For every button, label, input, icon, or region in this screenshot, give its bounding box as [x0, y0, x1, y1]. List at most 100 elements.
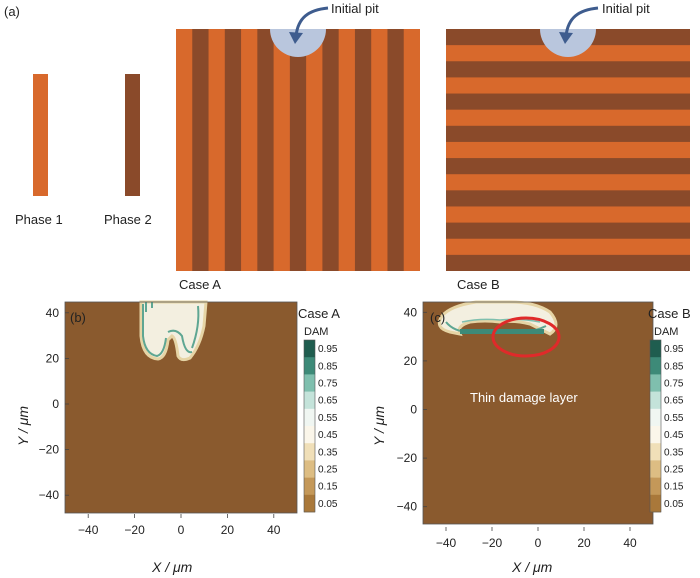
colorbar-tick-label: 0.15	[318, 482, 338, 493]
panel-b-chart: (b) Case A DAM 0.95 0.85 0.75 0.65 0.55 0.45 0…	[15, 300, 340, 575]
panel-c-annotation: Thin damage layer	[470, 390, 578, 405]
colorbar-cell	[650, 374, 661, 392]
colorbar-cell	[304, 494, 315, 513]
colorbar-tick-label: 0.15	[664, 482, 684, 493]
y-tick-label: −40	[39, 488, 60, 502]
panel-c-xlabel: X / μm	[511, 559, 553, 575]
panel-c-damage	[428, 300, 558, 339]
initial-pit-b	[540, 29, 596, 57]
colorbar-cell	[304, 391, 315, 410]
stripe-horizontal	[446, 238, 690, 256]
colorbar-cell	[650, 408, 661, 427]
y-tick-label: −40	[397, 500, 418, 514]
stripe-vertical	[322, 29, 340, 271]
y-tick-label: 0	[410, 403, 417, 417]
panel-c-chart: Thin damage layer (c) Case B DAM 0.95 0.8…	[371, 300, 691, 575]
x-tick-label: −40	[78, 523, 99, 537]
stripe-horizontal	[446, 206, 690, 224]
panel-b-case-label: Case A	[298, 306, 340, 321]
colorbar-cell	[304, 408, 315, 427]
phase2-label: Phase 2	[104, 212, 152, 227]
colorbar-cell	[650, 340, 661, 358]
y-tick-label: 40	[404, 305, 418, 319]
stripe-vertical	[257, 29, 275, 271]
y-tick-label: 20	[46, 351, 60, 365]
x-tick-label: −20	[482, 536, 503, 550]
colorbar-tick-label: 0.45	[664, 430, 684, 441]
panel-c-letter: (c)	[430, 310, 445, 325]
colorbar-tick-label: 0.65	[318, 396, 338, 407]
phase2-swatch	[125, 74, 140, 196]
panel-b-damage	[139, 300, 208, 362]
colorbar-tick-label: 0.65	[664, 396, 684, 407]
colorbar-cell	[304, 357, 315, 375]
x-tick-label: 40	[267, 523, 281, 537]
stripe-horizontal	[446, 77, 690, 95]
colorbar-tick-label: 0.25	[318, 465, 338, 476]
stripe-vertical	[176, 29, 193, 271]
stripe-vertical	[192, 29, 210, 271]
colorbar-cell	[650, 460, 661, 478]
pit-label-a: Initial pit	[331, 1, 379, 16]
pit-arrow-a	[289, 6, 329, 44]
thin-layer-highlight	[491, 316, 561, 358]
stripe-vertical	[371, 29, 388, 271]
stripe-horizontal	[446, 158, 690, 175]
case-a-microstructure	[176, 29, 420, 271]
stripe-vertical	[208, 29, 226, 271]
panel-b-ylabel: Y / μm	[15, 406, 31, 446]
y-tick-label: −20	[39, 443, 60, 457]
stripe-horizontal	[446, 109, 690, 127]
colorbar-tick-label: 0.95	[664, 344, 684, 355]
stripe-horizontal	[446, 254, 690, 271]
colorbar-cell	[304, 443, 315, 461]
colorbar-tick-label: 0.55	[318, 413, 338, 424]
stripe-horizontal	[446, 125, 690, 143]
y-tick-label: −20	[397, 451, 418, 465]
colorbar-tick-label: 0.05	[664, 499, 684, 510]
y-tick-label: 0	[52, 397, 59, 411]
stripe-vertical	[289, 29, 307, 271]
pit-label-b: Initial pit	[602, 1, 650, 16]
colorbar-cell	[650, 477, 661, 496]
panel-b-colorbar-title: DAM	[304, 326, 328, 338]
colorbar-cell	[650, 494, 661, 513]
stripe-horizontal	[446, 93, 690, 111]
panel-c-field	[423, 302, 653, 524]
colorbar-cell	[304, 340, 315, 358]
stripe-horizontal	[446, 174, 690, 191]
x-tick-label: −40	[436, 536, 457, 550]
colorbar-tick-label: 0.85	[664, 361, 684, 372]
case-b-label: Case B	[457, 277, 500, 292]
case-b-microstructure	[446, 29, 690, 271]
y-tick-label: 40	[46, 306, 60, 320]
panel-c-ylabel: Y / μm	[371, 406, 387, 446]
y-tick-label: 20	[404, 354, 418, 368]
stripe-horizontal	[446, 190, 690, 207]
colorbar-tick-label: 0.75	[318, 379, 338, 390]
colorbar-tick-label: 0.35	[318, 447, 338, 458]
colorbar-tick-label: 0.85	[318, 361, 338, 372]
colorbar-cell	[650, 443, 661, 461]
x-tick-label: 20	[221, 523, 235, 537]
colorbar-tick-label: 0.45	[318, 430, 338, 441]
panel-b-xlabel: X / μm	[151, 559, 193, 575]
stripe-vertical	[338, 29, 356, 271]
case-a-label: Case A	[179, 277, 221, 292]
stripe-horizontal	[446, 61, 690, 78]
colorbar-cell	[304, 477, 315, 496]
panel-c-case-label: Case B	[648, 306, 691, 321]
colorbar-tick-label: 0.05	[318, 499, 338, 510]
colorbar-cell	[650, 357, 661, 375]
colorbar-cell	[650, 391, 661, 410]
x-tick-label: 0	[535, 536, 542, 550]
panel-b-letter: (b)	[70, 310, 86, 325]
panel-a-letter: (a)	[4, 4, 20, 19]
stripe-horizontal	[446, 141, 690, 159]
phase1-label: Phase 1	[15, 212, 63, 227]
colorbar-cell	[304, 374, 315, 392]
colorbar-cell	[650, 426, 661, 444]
panel-c-colorbar-title: DAM	[654, 326, 678, 338]
initial-pit-a	[270, 29, 326, 57]
stripe-vertical	[354, 29, 372, 271]
